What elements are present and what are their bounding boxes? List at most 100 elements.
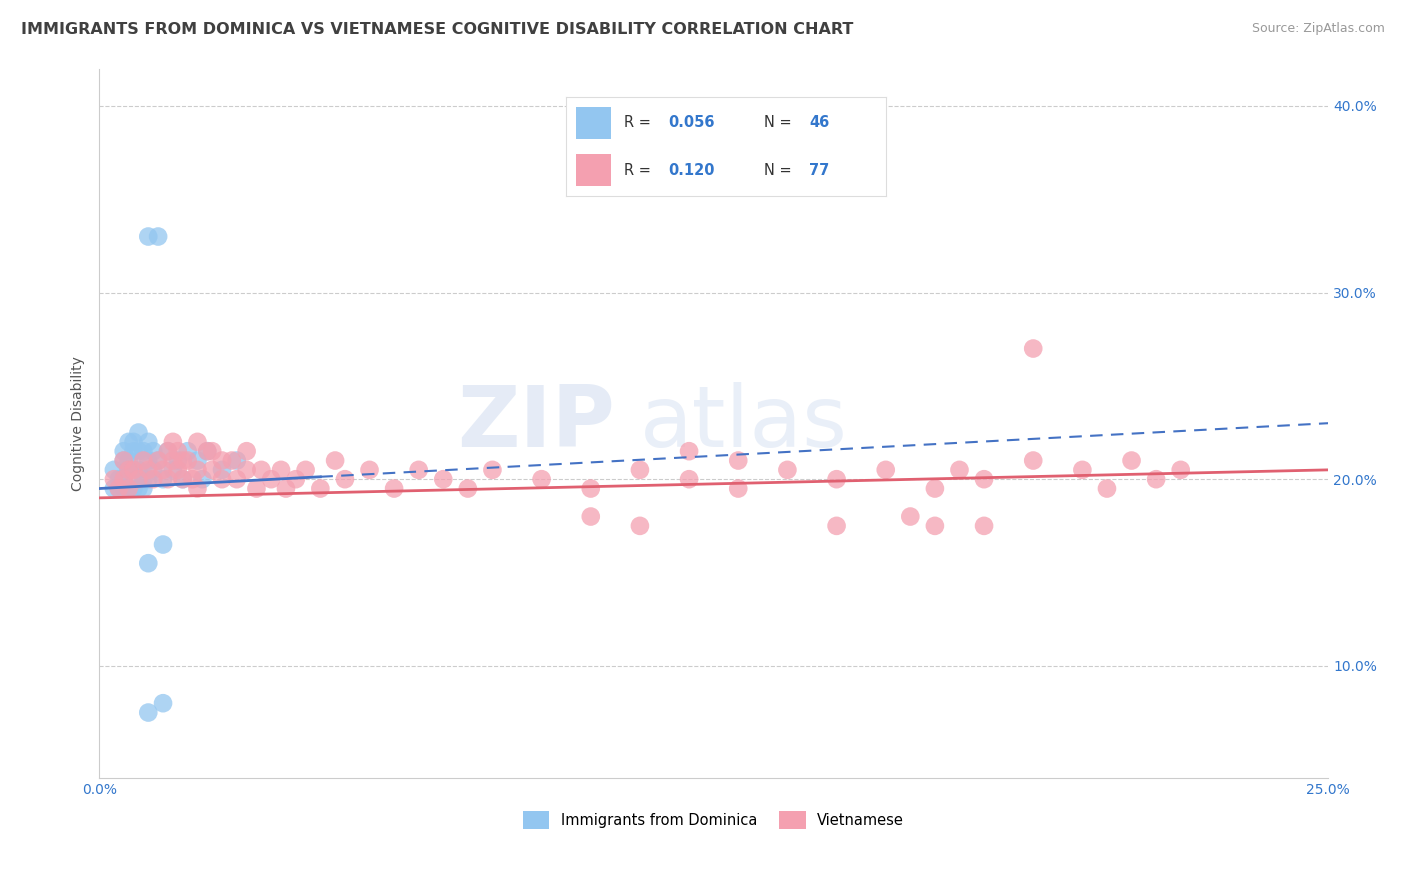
Point <box>112 453 135 467</box>
Point <box>156 472 179 486</box>
Point <box>176 444 198 458</box>
Point <box>136 453 159 467</box>
Y-axis label: Cognitive Disability: Cognitive Disability <box>72 356 86 491</box>
Point <box>117 482 139 496</box>
Point <box>132 482 155 496</box>
Point <box>136 556 159 570</box>
Point <box>152 463 174 477</box>
Point <box>127 482 149 496</box>
Point <box>107 472 129 486</box>
Point <box>294 463 316 477</box>
Point <box>211 463 233 477</box>
Point <box>221 453 243 467</box>
Point <box>117 434 139 449</box>
Point <box>727 482 749 496</box>
Point <box>973 472 995 486</box>
Point <box>136 706 159 720</box>
Point <box>250 463 273 477</box>
Text: atlas: atlas <box>640 382 848 465</box>
Point <box>162 453 184 467</box>
Point <box>122 463 145 477</box>
Point <box>117 482 139 496</box>
Point <box>323 453 346 467</box>
Point <box>898 509 921 524</box>
Point <box>924 482 946 496</box>
Point <box>628 463 651 477</box>
Text: ZIP: ZIP <box>457 382 616 465</box>
Point <box>924 519 946 533</box>
Point <box>127 472 149 486</box>
Point <box>181 472 204 486</box>
Point <box>156 444 179 458</box>
Point <box>152 696 174 710</box>
Point <box>146 453 169 467</box>
Point <box>678 444 700 458</box>
Point <box>162 463 184 477</box>
Point <box>127 463 149 477</box>
Point <box>146 229 169 244</box>
Point <box>333 472 356 486</box>
Point <box>825 519 848 533</box>
Point <box>117 463 139 477</box>
Point <box>142 472 165 486</box>
Point <box>875 463 897 477</box>
Point <box>122 463 145 477</box>
Point <box>146 453 169 467</box>
Point <box>284 472 307 486</box>
Point <box>211 472 233 486</box>
Point <box>107 482 129 496</box>
Point <box>359 463 381 477</box>
Point <box>186 463 208 477</box>
Point <box>132 444 155 458</box>
Point <box>270 463 292 477</box>
Point <box>122 444 145 458</box>
Point <box>408 463 430 477</box>
Point <box>156 444 179 458</box>
Point <box>132 472 155 486</box>
Point <box>186 482 208 496</box>
Point <box>948 463 970 477</box>
Point <box>260 472 283 486</box>
Point <box>225 453 247 467</box>
Point <box>166 463 188 477</box>
Point <box>481 463 503 477</box>
Point <box>107 482 129 496</box>
Text: IMMIGRANTS FROM DOMINICA VS VIETNAMESE COGNITIVE DISABILITY CORRELATION CHART: IMMIGRANTS FROM DOMINICA VS VIETNAMESE C… <box>21 22 853 37</box>
Point <box>186 434 208 449</box>
Point <box>201 463 224 477</box>
Point <box>166 453 188 467</box>
Point <box>211 453 233 467</box>
Point <box>186 453 208 467</box>
Point <box>166 444 188 458</box>
Point <box>122 434 145 449</box>
Point <box>825 472 848 486</box>
Point <box>1121 453 1143 467</box>
Point <box>142 444 165 458</box>
Point <box>103 482 125 496</box>
Point <box>274 482 297 496</box>
Point <box>142 463 165 477</box>
Point <box>172 472 194 486</box>
Point <box>132 453 155 467</box>
Point <box>112 482 135 496</box>
Point <box>136 463 159 477</box>
Point <box>1022 342 1045 356</box>
Point <box>776 463 799 477</box>
Point <box>235 463 257 477</box>
Point <box>225 472 247 486</box>
Point <box>1071 463 1094 477</box>
Point <box>727 453 749 467</box>
Point <box>127 425 149 440</box>
Point <box>136 472 159 486</box>
Point <box>309 482 332 496</box>
Point <box>191 472 214 486</box>
Point <box>172 472 194 486</box>
Point <box>432 472 454 486</box>
Point <box>195 444 218 458</box>
Point <box>579 509 602 524</box>
Point <box>235 444 257 458</box>
Point <box>530 472 553 486</box>
Point <box>172 453 194 467</box>
Point <box>1170 463 1192 477</box>
Point <box>112 453 135 467</box>
